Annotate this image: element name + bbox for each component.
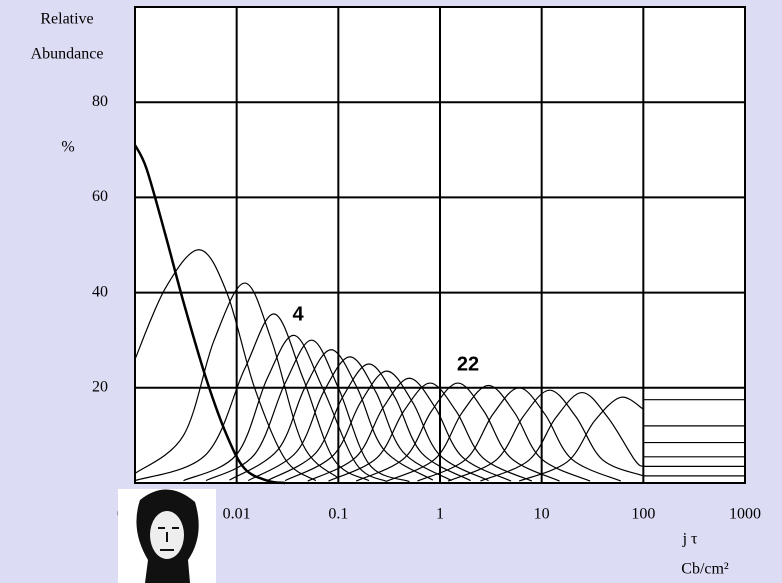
x-label: j τ [682,531,698,548]
series-line [266,363,471,482]
y-tick-label: 20 [92,378,108,395]
y-tick-label: 60 [92,188,108,205]
x-tick-label: 100 [631,506,655,523]
series-line [355,382,560,482]
x-unit: Cb/cm² [681,561,729,578]
series-line [247,356,452,482]
series-line [183,334,388,483]
series-line [480,391,644,482]
series-line [134,249,317,482]
series-line [134,282,339,479]
annotation: 22 [457,353,479,375]
y-unit: % [61,139,74,156]
series-line [518,396,644,482]
series-line [133,144,286,485]
series-line [447,389,644,482]
series-line [328,382,533,482]
x-tick-label: 0.01 [223,506,251,523]
series-line [386,384,591,482]
y-tick-label: 40 [92,283,108,300]
y-label: Relative [40,11,93,28]
y-tick-label: 80 [92,93,108,110]
series-line [134,313,370,482]
x-tick-label: 10 [534,506,550,523]
x-tick-label: 1000 [729,506,761,523]
x-tick-label: 1 [436,506,444,523]
x-tick-label: 0.1 [328,506,348,523]
series-line [417,387,622,482]
portrait [118,489,216,583]
y-label: Abundance [31,46,104,63]
annotation: 4 [292,303,304,325]
series-line [307,377,512,482]
